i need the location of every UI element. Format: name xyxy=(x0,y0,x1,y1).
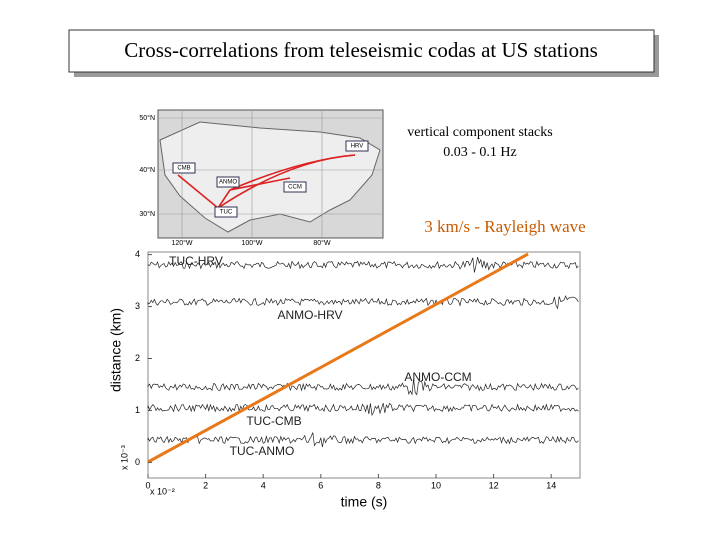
station-box xyxy=(345,140,369,152)
station-label: HRV xyxy=(351,144,364,150)
station-box xyxy=(283,181,307,193)
lon-label: 100°W xyxy=(241,239,262,247)
y-axis-label: distance (km) xyxy=(108,308,124,392)
station-label: ANMO xyxy=(219,180,237,186)
x-tick-label: 2 xyxy=(203,480,208,490)
trace-label: ANMO-HRV xyxy=(277,308,342,322)
y-scale: x 10⁻³ xyxy=(119,445,129,470)
station-box xyxy=(172,162,196,174)
x-tick-label: 0 xyxy=(145,480,150,490)
y-tick-label: 2 xyxy=(135,353,140,363)
lon-label: 80°W xyxy=(313,239,331,247)
annotation: vertical component stacks xyxy=(407,125,552,140)
lat-label: 30°N xyxy=(139,210,155,218)
x-tick-label: 14 xyxy=(546,480,556,490)
trace xyxy=(147,379,579,396)
x-axis-label: time (s) xyxy=(341,494,388,510)
x-tick-label: 8 xyxy=(376,480,381,490)
trace xyxy=(147,402,579,417)
station-box xyxy=(214,206,238,218)
annotation: 0.03 - 0.1 Hz xyxy=(443,145,517,160)
x-tick-label: 4 xyxy=(261,480,266,490)
lat-label: 40°N xyxy=(139,166,155,174)
trace xyxy=(147,295,579,310)
trace-label: ANMO-CCM xyxy=(404,370,471,384)
station-label: TUC xyxy=(220,210,233,216)
y-tick-label: 4 xyxy=(135,249,140,259)
map xyxy=(157,109,384,239)
x-scale: x 10⁻² xyxy=(150,486,175,496)
trace-label: TUC-CMB xyxy=(246,414,301,428)
station-paths xyxy=(177,154,356,209)
trace-label: TUC-HRV xyxy=(169,254,223,268)
trace-label: TUC-ANMO xyxy=(230,444,295,458)
x-tick-label: 12 xyxy=(489,480,499,490)
x-tick-label: 6 xyxy=(318,480,323,490)
station-label: CMB xyxy=(177,166,190,172)
velocity-line xyxy=(147,252,529,464)
y-tick-label: 0 xyxy=(135,457,140,467)
trace xyxy=(147,432,579,448)
seismograms xyxy=(147,257,579,448)
slide-title: Cross-correlations from teleseismic coda… xyxy=(124,38,598,62)
annotation: 3 km/s - Rayleigh wave xyxy=(424,217,585,236)
lat-label: 50°N xyxy=(139,114,155,122)
lon-label: 120°W xyxy=(171,239,192,247)
y-tick-label: 3 xyxy=(135,301,140,311)
station-box xyxy=(216,176,240,188)
plot-frame xyxy=(147,251,581,479)
station-label: CCM xyxy=(288,185,302,191)
x-tick-label: 10 xyxy=(431,480,441,490)
y-tick-label: 1 xyxy=(135,405,140,415)
title-box xyxy=(68,29,655,73)
